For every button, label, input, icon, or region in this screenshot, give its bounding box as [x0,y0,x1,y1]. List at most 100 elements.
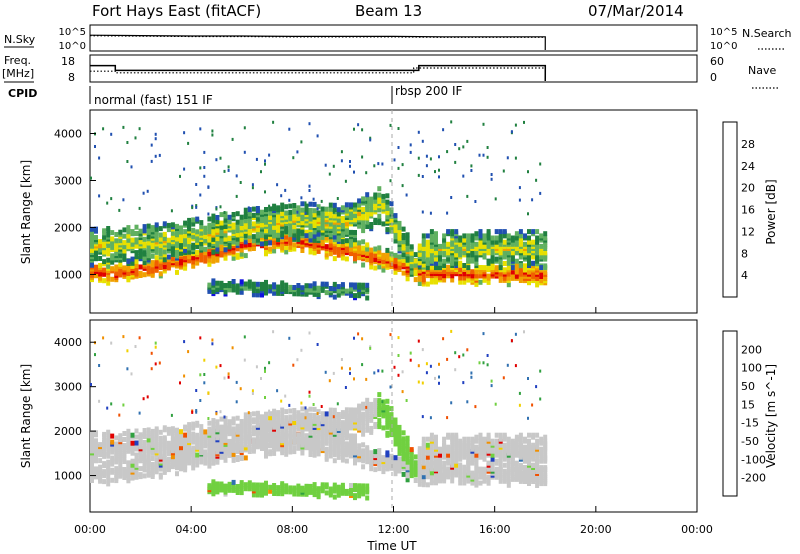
power-cell [429,277,434,283]
velocity-cell [239,454,244,459]
power-cell [365,215,370,221]
velocity-cell [381,369,384,373]
velocity-cell [421,381,424,385]
velocity-cell [260,434,264,440]
power-cell [215,215,220,220]
power-cell [110,253,115,259]
power-cell [405,236,410,242]
power-cell [324,281,329,287]
power-cell [288,127,291,131]
velocity-cell [429,478,434,484]
velocity-cell [486,442,491,448]
velocity-cell [114,435,119,441]
power-cell [247,206,250,210]
velocity-cell [510,466,515,472]
power-cell [300,140,303,144]
power-cell [239,231,244,237]
power-cell [349,282,353,288]
velocity-cell [446,416,449,420]
velocity-cell [357,483,362,489]
power-cell [251,186,254,190]
velocity-cell [365,397,370,403]
power-cell [482,233,487,239]
velocity-cell [280,411,285,417]
power-cell [494,197,497,201]
velocity-cell [150,468,155,473]
velocity-cell [385,404,390,410]
power-cell [126,258,131,264]
power-cell [203,225,208,231]
velocity-cell [531,462,536,468]
velocity-cell [353,493,357,499]
freq-label: Freq. [4,54,31,67]
power-cell [478,233,483,239]
velocity-cell [340,358,343,361]
velocity-cell [365,377,368,381]
power-cell [264,240,268,246]
velocity-cell [142,462,147,467]
power-cell [393,234,398,240]
power-cell [393,238,398,244]
power-cell [527,229,531,235]
power-cell [243,242,248,248]
velocity-cell [344,441,349,447]
power-cell [288,203,293,209]
power-cell [207,257,212,263]
velocity-colorbar-tick: -50 [741,435,759,448]
power-cell [377,192,382,198]
velocity-cell [502,468,507,474]
power-cell [292,285,297,290]
velocity-cell [462,472,467,478]
power-cell [292,224,297,230]
power-cell [199,166,202,170]
power-cell [304,283,309,289]
power-cell [466,194,469,198]
velocity-cell [247,427,252,433]
power-cell [442,258,447,264]
power-colorbar-tick: 20 [741,182,755,195]
velocity-cell [531,432,536,438]
velocity-cell [292,420,297,425]
power-cell [138,206,141,210]
velocity-cell [292,436,297,441]
velocity-cell [260,492,264,498]
velocity-cell [458,355,461,359]
power-cell [405,247,410,253]
power-cell [300,248,305,253]
velocity-cell [369,466,374,472]
power-cell [401,184,404,188]
power-cell [264,234,268,240]
power-cell [211,222,216,228]
power-cell [260,281,264,287]
power-cell [268,206,273,212]
velocity-cell [401,459,406,465]
power-cell [385,206,390,211]
power-cell [162,249,167,255]
power-cell [474,200,477,203]
velocity-cell [442,337,445,341]
power-cell [154,230,159,236]
power-cell [324,235,329,241]
power-cell [332,234,337,240]
velocity-cell [328,453,333,459]
velocity-cell [450,462,455,468]
velocity-cell [219,440,224,446]
velocity-cell [215,445,220,451]
velocity-cell [434,434,438,440]
xtick-label: 08:00 [276,523,308,536]
velocity-cell [284,437,289,443]
velocity-cell [142,432,147,437]
velocity-cell [235,439,240,445]
velocity-ytick-label: 3000 [54,381,82,394]
power-cell [122,227,127,233]
power-cell [122,256,127,262]
power-cell [142,241,147,247]
velocity-cell [332,415,335,419]
velocity-cell [357,443,362,449]
power-cell [304,291,309,297]
velocity-cell [138,472,143,478]
power-cell [308,122,311,126]
velocity-cell [308,420,313,426]
power-cell [361,219,366,225]
power-cell [268,214,273,220]
